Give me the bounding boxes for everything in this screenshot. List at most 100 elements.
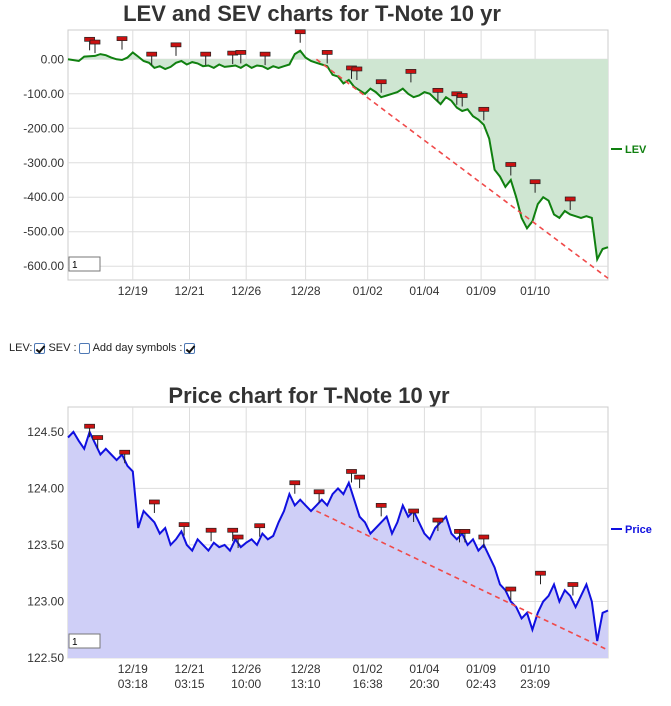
day-symbol-marker xyxy=(408,508,419,523)
day-symbol-marker xyxy=(178,522,190,536)
x-tick-label: 12/21 xyxy=(174,284,204,298)
day-symbol-marker xyxy=(505,586,517,601)
day-symbol-marker xyxy=(375,503,387,517)
day-symbol-marker xyxy=(432,517,444,532)
y-tick-label: 123.50 xyxy=(27,538,64,552)
day-symbols-label: Add day symbols : xyxy=(92,342,183,354)
x-tick-label: 03:15 xyxy=(174,677,204,691)
day-symbol-marker xyxy=(432,87,444,102)
day-symbol-marker xyxy=(354,474,365,489)
day-symbol-marker xyxy=(205,527,217,542)
x-tick-label: 16:38 xyxy=(353,299,383,300)
legend-label: Price xyxy=(625,524,652,536)
zoom-box-value: 1 xyxy=(72,637,78,648)
day-symbol-marker xyxy=(170,42,182,56)
day-symbol-marker xyxy=(375,79,387,93)
day-symbol-marker xyxy=(92,435,104,449)
day-symbols-checkbox[interactable] xyxy=(184,342,196,354)
x-tick-label: 02:43 xyxy=(466,299,496,300)
x-tick-label: 12/26 xyxy=(231,284,261,298)
day-symbol-marker xyxy=(200,51,212,66)
day-symbol-marker xyxy=(313,489,325,503)
x-tick-label: 01/02 xyxy=(353,284,383,298)
day-symbol-marker xyxy=(254,523,266,537)
day-symbol-marker xyxy=(478,106,490,121)
day-symbol-marker xyxy=(456,93,468,107)
legend-label: LEV xyxy=(625,144,647,156)
x-tick-label: 20:30 xyxy=(409,677,439,691)
day-symbol-marker xyxy=(84,36,95,51)
x-tick-label: 03:18 xyxy=(118,677,148,691)
lev-series-line xyxy=(67,49,609,263)
day-symbol-marker xyxy=(146,51,158,66)
price-chart: Price chart for T-Note 10 yr 124.50 124.0… xyxy=(27,383,652,691)
day-symbol-marker xyxy=(321,50,333,64)
price-area-fill xyxy=(68,431,608,658)
lev-checkbox[interactable] xyxy=(34,342,46,354)
x-tick-label: 13:10 xyxy=(291,677,321,691)
x-tick-label: 03:18 xyxy=(118,299,148,300)
x-tick-label: 12/26 xyxy=(231,662,261,676)
day-symbol-marker xyxy=(294,29,306,43)
day-symbol-marker xyxy=(564,196,576,210)
x-tick-label: 02:43 xyxy=(466,677,496,691)
day-symbol-marker xyxy=(346,469,357,483)
day-symbol-marker xyxy=(89,39,101,54)
x-tick-label: 12/28 xyxy=(291,284,321,298)
x-tick-label: 01/04 xyxy=(409,662,439,676)
sev-label: SEV : xyxy=(48,342,77,354)
x-tick-label: 03:15 xyxy=(174,299,204,300)
day-symbol-marker xyxy=(289,480,301,494)
y-tick-label: 0.00 xyxy=(41,52,65,66)
x-tick-label: 01/10 xyxy=(520,662,550,676)
price-series-line xyxy=(67,429,609,642)
day-symbol-marker xyxy=(505,162,517,176)
day-symbol-marker xyxy=(119,449,131,464)
x-tick-label: 13:10 xyxy=(291,299,321,300)
legend: LEV xyxy=(611,144,647,156)
zoom-box[interactable]: 1 xyxy=(68,633,101,649)
day-symbol-marker xyxy=(459,529,471,543)
lev-sev-chart: LEV and SEV charts for T-Note 10 yr 0.00… xyxy=(23,1,647,300)
x-tick-label: 10:00 xyxy=(231,299,261,300)
x-tick-label: 16:38 xyxy=(353,677,383,691)
chart-controls: LEV: SEV : Add day symbols : xyxy=(9,342,198,354)
x-tick-label: 01/09 xyxy=(466,662,496,676)
zoom-box-value: 1 xyxy=(72,260,78,271)
x-tick-label: 01/10 xyxy=(520,284,550,298)
y-tick-label: -300.00 xyxy=(23,156,64,170)
day-symbol-marker xyxy=(351,66,363,80)
y-tick-label: -100.00 xyxy=(23,87,64,101)
y-tick-label: -500.00 xyxy=(23,225,64,239)
y-tick-label: 123.00 xyxy=(27,594,64,608)
x-tick-label: 12/28 xyxy=(291,662,321,676)
x-tick-label: 23:09 xyxy=(520,299,550,300)
y-tick-label: 122.50 xyxy=(27,651,64,665)
chart-title: Price chart for T-Note 10 yr xyxy=(168,383,450,408)
day-symbol-marker xyxy=(478,534,490,549)
legend: Price xyxy=(611,524,652,536)
sev-trend-line xyxy=(315,58,609,279)
day-symbol-marker xyxy=(535,570,546,585)
x-tick-label: 20:30 xyxy=(409,299,439,300)
lev-area-fill xyxy=(68,50,608,260)
y-tick-label: 124.50 xyxy=(27,425,64,439)
y-tick-label: -600.00 xyxy=(23,259,64,273)
y-tick-label: -200.00 xyxy=(23,121,64,135)
day-symbol-marker xyxy=(227,527,239,542)
day-symbol-marker xyxy=(529,179,541,193)
x-tick-label: 23:09 xyxy=(520,677,550,691)
x-tick-label: 10:00 xyxy=(231,677,261,691)
zoom-box[interactable]: 1 xyxy=(68,256,101,272)
x-tick-label: 12/19 xyxy=(118,284,148,298)
day-symbol-marker xyxy=(232,534,244,549)
x-tick-label: 01/02 xyxy=(353,662,383,676)
y-tick-label: -400.00 xyxy=(23,190,64,204)
day-symbol-marker xyxy=(405,69,417,83)
sev-checkbox[interactable] xyxy=(78,342,90,354)
x-tick-label: 01/09 xyxy=(466,284,496,298)
y-tick-label: 124.00 xyxy=(27,481,64,495)
x-tick-label: 01/04 xyxy=(409,284,439,298)
day-symbol-marker xyxy=(235,50,247,64)
chart-title: LEV and SEV charts for T-Note 10 yr xyxy=(123,1,501,26)
